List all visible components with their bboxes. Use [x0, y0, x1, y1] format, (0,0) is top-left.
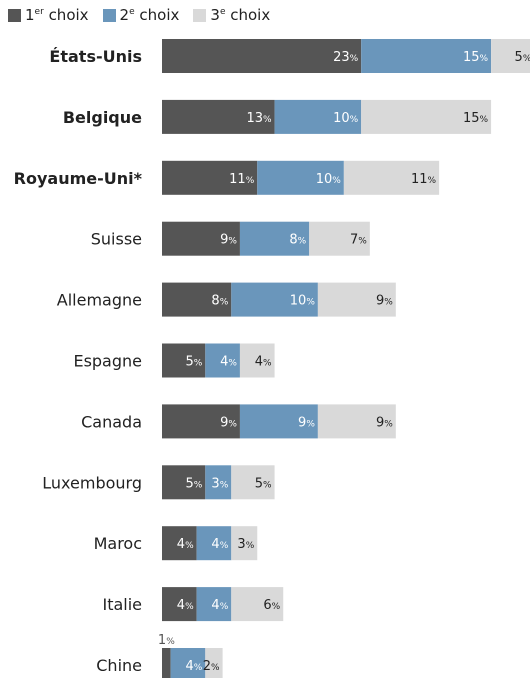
category-label-maroc: Maroc [94, 534, 142, 553]
data-label-first-choice-suisse: 9% [220, 233, 237, 248]
data-label-third-choice-canada: 9% [376, 415, 393, 430]
bar-third-choice-royaume-uni [343, 160, 440, 195]
bar-first-choice-luxembourg [162, 465, 206, 500]
bar-second-choice-allemagne [231, 282, 318, 317]
data-label-third-choice-maroc: 3% [237, 537, 254, 552]
bar-second-choice-canada [239, 404, 318, 439]
legend-swatch-second-choice [102, 8, 116, 22]
bar-third-choice-belgique [361, 99, 492, 134]
data-label-first-choice-allemagne: 8% [211, 294, 228, 309]
data-label-second-choice-maroc: 4% [211, 537, 228, 552]
bar-third-choice-luxembourg [231, 465, 275, 500]
bar-second-choice-chine [170, 648, 206, 678]
data-label-second-choice-etats-unis: 15% [463, 50, 489, 65]
bar-first-choice-royaume-uni [162, 160, 258, 195]
data-label-first-choice-chine: 1% [158, 633, 175, 648]
data-label-first-choice-royaume-uni: 11% [229, 172, 255, 187]
chart-legend: 1er choix 2e choix 3e choix [8, 6, 284, 24]
bar-third-choice-maroc [231, 526, 258, 561]
legend-swatch-third-choice [193, 8, 207, 22]
bar-third-choice-canada [317, 404, 396, 439]
category-label-espagne: Espagne [73, 352, 142, 371]
category-label-etats-unis: États-Unis [49, 47, 142, 66]
bar-first-choice-allemagne [162, 282, 232, 317]
data-label-third-choice-italie: 6% [263, 598, 280, 613]
data-label-second-choice-belgique: 10% [333, 111, 359, 126]
data-label-third-choice-etats-unis: 5% [515, 50, 530, 65]
category-label-suisse: Suisse [91, 230, 142, 249]
bar-first-choice-etats-unis [162, 39, 362, 73]
data-label-first-choice-belgique: 13% [246, 111, 272, 126]
bar-second-choice-espagne [205, 343, 240, 378]
bar-first-choice-chine [162, 648, 171, 678]
data-label-third-choice-luxembourg: 5% [255, 476, 272, 491]
data-label-third-choice-royaume-uni: 11% [411, 172, 437, 187]
legend-item-first-choice: 1er choix [8, 6, 89, 24]
bar-second-choice-luxembourg [205, 465, 232, 500]
bar-second-choice-maroc [196, 526, 232, 561]
bar-second-choice-italie [196, 587, 232, 622]
data-label-second-choice-italie: 4% [211, 598, 228, 613]
bar-first-choice-belgique [162, 99, 275, 134]
data-label-second-choice-chine: 4% [185, 659, 202, 674]
data-label-first-choice-maroc: 4% [177, 537, 194, 552]
category-label-canada: Canada [81, 412, 142, 431]
data-label-first-choice-canada: 9% [220, 415, 237, 430]
bar-first-choice-suisse [162, 221, 240, 256]
data-label-second-choice-espagne: 4% [220, 355, 237, 370]
data-label-third-choice-chine: 2% [203, 659, 220, 674]
bar-third-choice-italie [231, 587, 284, 622]
category-label-chine: Chine [96, 656, 142, 675]
category-label-allemagne: Allemagne [57, 291, 142, 310]
category-label-belgique: Belgique [63, 108, 142, 127]
bar-second-choice-suisse [239, 221, 310, 256]
bar-third-choice-chine [205, 648, 223, 678]
legend-item-third-choice: 3e choix [193, 6, 270, 24]
legend-label-first-choice: 1er choix [25, 6, 89, 24]
data-label-first-choice-italie: 4% [177, 598, 194, 613]
bar-third-choice-suisse [309, 221, 370, 256]
data-label-third-choice-espagne: 4% [255, 355, 272, 370]
data-label-first-choice-espagne: 5% [185, 355, 202, 370]
data-label-third-choice-allemagne: 9% [376, 294, 393, 309]
category-label-royaume-uni: Royaume-Uni* [14, 169, 143, 188]
bar-third-choice-espagne [239, 343, 275, 378]
data-label-first-choice-etats-unis: 23% [333, 50, 359, 65]
bar-first-choice-canada [162, 404, 240, 439]
data-label-third-choice-belgique: 15% [463, 111, 489, 126]
bar-first-choice-espagne [162, 343, 206, 378]
legend-label-second-choice: 2e choix [119, 6, 180, 24]
bar-second-choice-belgique [274, 99, 362, 134]
bar-third-choice-etats-unis [491, 39, 530, 73]
data-label-second-choice-suisse: 8% [289, 233, 306, 248]
bar-third-choice-allemagne [317, 282, 396, 317]
data-label-first-choice-luxembourg: 5% [185, 476, 202, 491]
data-label-third-choice-suisse: 7% [350, 233, 367, 248]
data-label-second-choice-royaume-uni: 10% [316, 172, 342, 187]
data-label-second-choice-luxembourg: 3% [211, 476, 228, 491]
legend-label-third-choice: 3e choix [210, 6, 271, 24]
category-label-italie: Italie [102, 595, 142, 614]
bar-first-choice-maroc [162, 526, 197, 561]
legend-item-second-choice: 2e choix [102, 6, 180, 24]
bar-second-choice-etats-unis [361, 39, 492, 73]
data-label-second-choice-allemagne: 10% [290, 294, 316, 309]
category-label-luxembourg: Luxembourg [42, 473, 142, 492]
bar-second-choice-royaume-uni [257, 160, 344, 195]
legend-swatch-first-choice [8, 8, 21, 22]
data-label-second-choice-canada: 9% [298, 415, 315, 430]
bar-first-choice-italie [162, 587, 197, 622]
